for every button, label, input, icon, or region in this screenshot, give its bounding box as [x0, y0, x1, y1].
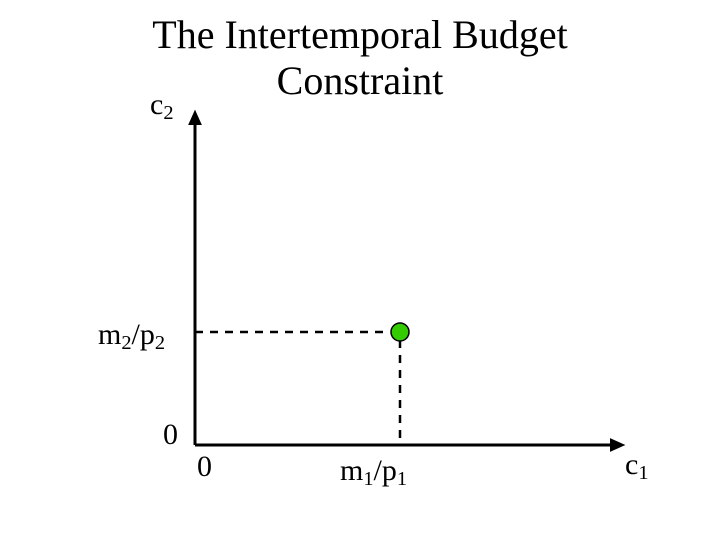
- x-tick-label: m1/p1: [340, 454, 407, 488]
- x-axis-label-sub: 1: [638, 462, 648, 484]
- x-tick-p-sub: 1: [397, 468, 407, 490]
- y-tick-m-sub: 2: [121, 332, 131, 354]
- x-tick-m: m: [340, 454, 363, 487]
- y-tick-p-sub: 2: [155, 332, 165, 354]
- slide: The Intertemporal Budget Constraint c2 c…: [0, 0, 720, 540]
- x-axis-label-base: c: [625, 448, 638, 481]
- x-tick-p: /p: [374, 454, 397, 487]
- x-tick-m-sub: 1: [363, 468, 373, 490]
- y-tick-p: /p: [132, 318, 155, 351]
- x-origin-label: 0: [197, 450, 212, 484]
- y-origin-label: 0: [163, 418, 178, 452]
- y-tick-m: m: [98, 318, 121, 351]
- x-axis-label: c1: [625, 448, 649, 482]
- y-axis-label-base: c: [150, 88, 163, 121]
- y-axis-label-sub: 2: [163, 102, 173, 124]
- y-axis-label: c2: [150, 88, 174, 122]
- y-tick-label: m2/p2: [98, 318, 165, 352]
